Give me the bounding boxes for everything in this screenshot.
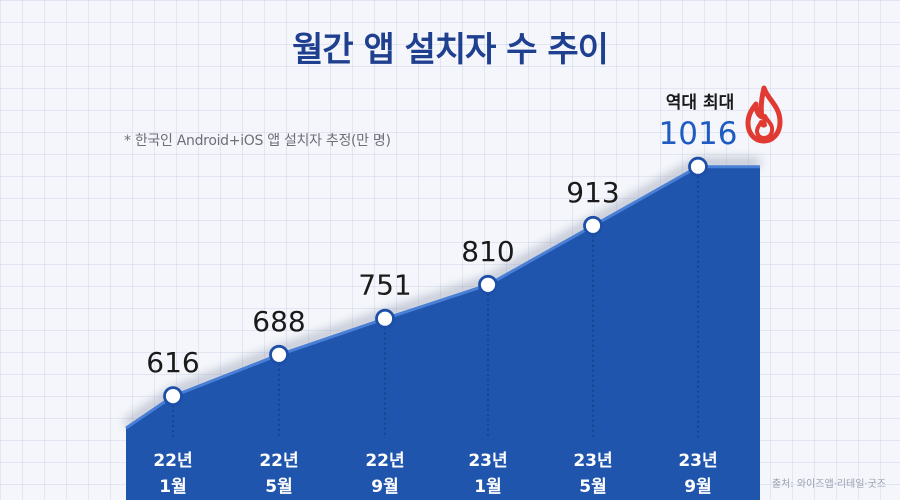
chart-note: * 한국인 Android+iOS 앱 설치자 추정(만 명): [124, 133, 391, 149]
value-label-6: 1016: [659, 116, 738, 152]
data-point-4: [478, 274, 498, 295]
category-label-5-line-1: 23년: [573, 451, 612, 471]
category-label-4-line-2: 1월: [474, 477, 501, 497]
value-label-3: 751: [358, 269, 411, 302]
category-label-3-line-1: 22년: [365, 451, 404, 471]
category-label-1-line-2: 1월: [159, 477, 186, 497]
category-label-6-line-1: 23년: [678, 451, 717, 471]
data-point-1: [163, 386, 183, 407]
data-point-5: [583, 215, 603, 236]
data-point-3: [375, 308, 395, 329]
source-note: 출처: 와이즈앱·리테일·굿즈: [771, 479, 886, 490]
series-line-shadow: [123, 158, 760, 428]
series-line: [125, 165, 760, 430]
category-label-4-line-1: 23년: [468, 451, 507, 471]
category-label-2-line-1: 22년: [259, 451, 298, 471]
peak-label: 역대 최대: [666, 93, 734, 113]
category-label-5-line-2: 5월: [579, 477, 606, 497]
data-point-2: [269, 344, 289, 365]
value-label-1: 616: [146, 346, 199, 379]
category-label-3-line-2: 9월: [371, 477, 398, 497]
value-label-2: 688: [252, 305, 305, 338]
data-point-6: [688, 156, 708, 177]
category-label-2-line-2: 5월: [265, 477, 292, 497]
point-layer: [163, 156, 708, 407]
category-label-1-line-1: 22년: [153, 451, 192, 471]
value-label-4: 810: [461, 235, 514, 268]
category-label-6-line-2: 9월: [684, 477, 711, 497]
flame-icon: [745, 85, 783, 144]
area-layer: [123, 158, 760, 500]
guide-layer: [172, 175, 699, 438]
value-label-5: 913: [566, 176, 619, 209]
page-title: 월간 앱 설치자 수 추이: [292, 30, 609, 70]
series-area: [126, 166, 760, 500]
label-layer: 616 688 751 810 913 역대 최대 1016 22년 1월 22년 5월 22년 9월 2…: [146, 93, 737, 497]
